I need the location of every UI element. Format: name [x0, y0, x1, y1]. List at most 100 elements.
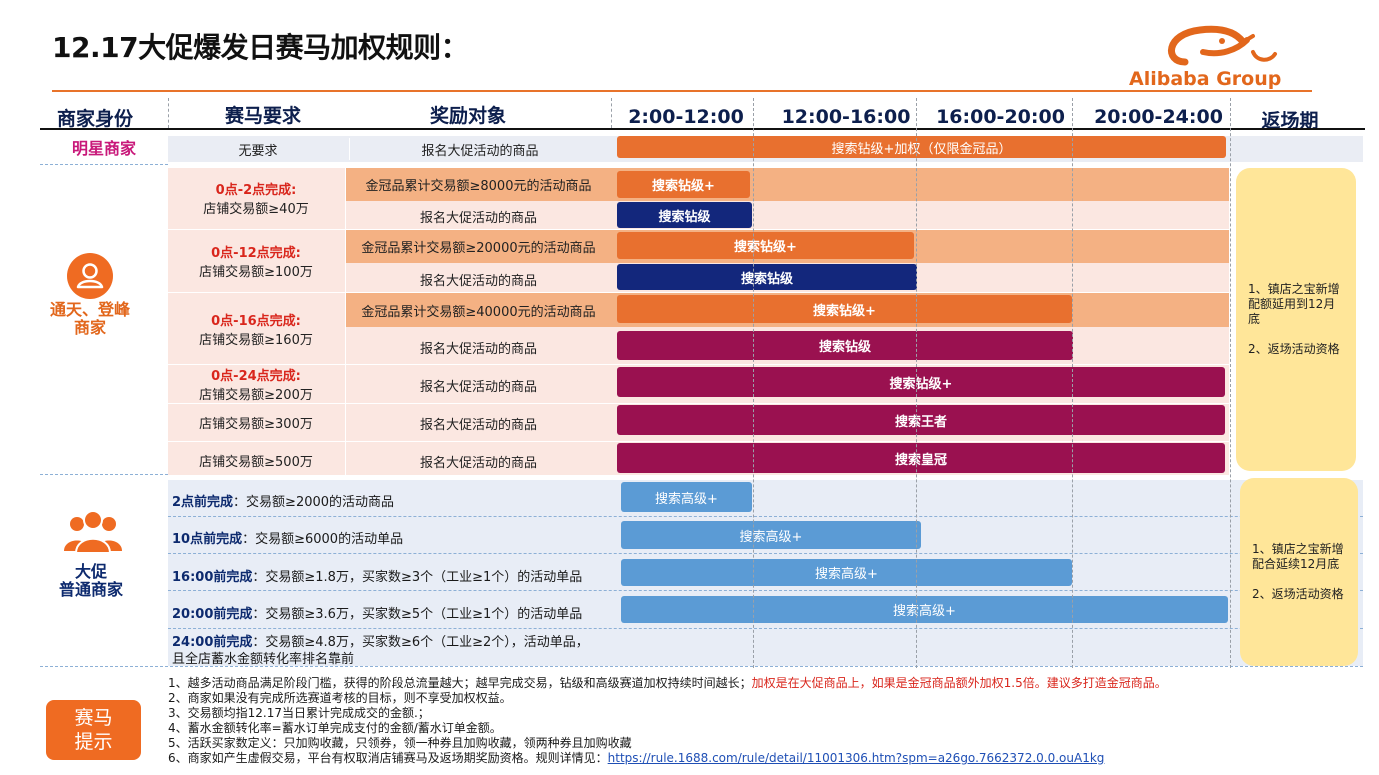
- vip-label-line2: 商家: [73, 318, 106, 337]
- vip-req-group-5: 店铺交易额≥300万: [199, 417, 313, 432]
- rule-link[interactable]: https://rule.1688.com/rule/detail/110013…: [607, 751, 1105, 765]
- row-divider: [168, 403, 1229, 404]
- time-divider: [753, 98, 754, 668]
- regular-label-line1: 大促: [74, 562, 107, 581]
- vip-bar: 搜索钻级+: [617, 367, 1225, 397]
- note-4: 4、蓄水金额转化率=蓄水订单完成支付的金额/蓄水订单金额。: [168, 721, 502, 735]
- row-divider: [168, 229, 1229, 230]
- regular-bar: 搜索高级+: [621, 596, 1228, 623]
- regular-row-2: 10点前完成：交易额≥6000的活动单品: [172, 528, 403, 547]
- page-title: 12.17大促爆发日赛马加权规则：: [52, 31, 469, 64]
- regular-bar: 搜索高级+: [621, 482, 752, 512]
- row-divider: [168, 516, 1363, 517]
- star-requirement: 无要求: [238, 143, 278, 159]
- time-divider: [1230, 98, 1231, 668]
- return-note-line: 1、镇店之宝新增配额延用到12月底: [1248, 282, 1340, 326]
- alibaba-smile-icon: [1168, 25, 1277, 66]
- header-return: 返场期: [1261, 110, 1319, 132]
- regular-req: ：交易额≥2000的活动商品: [233, 495, 395, 510]
- regular-req: ：交易额≥1.8万，买家数≥3个（工业≥1个）的活动单品: [252, 570, 583, 585]
- vip-cond: 0点-24点完成:: [211, 369, 301, 384]
- regular-label-line2: 普通商家: [58, 580, 123, 599]
- time-divider: [916, 98, 917, 668]
- note-6: 6、商家如产生虚假交易，平台有权取消店铺赛马及返场期奖励资格。规则详情见：htt…: [168, 751, 1167, 766]
- section-divider: [40, 164, 168, 165]
- regular-req: ：交易额≥3.6万，买家数≥5个（工业≥1个）的活动单品: [252, 607, 583, 622]
- regular-req: ：交易额≥6000的活动单品: [242, 532, 404, 547]
- header-time-12-16: 12:00-16:00: [781, 106, 911, 128]
- vip-target: 金冠品累计交易额≥40000元的活动商品: [361, 304, 596, 320]
- regular-cond: 20:00前完成: [172, 607, 253, 622]
- vip-req: 店铺交易额≥200万: [199, 388, 313, 403]
- col-divider: [168, 98, 169, 128]
- row-divider: [168, 292, 1229, 293]
- regular-cond: 16:00前完成: [172, 570, 253, 585]
- star-merchant-label: 明星商家: [71, 139, 136, 158]
- cell-divider: [349, 138, 350, 160]
- title-divider: [52, 90, 1312, 92]
- regular-return-note: 1、镇店之宝新增配合延续12月底 2、返场活动资格: [1240, 478, 1358, 666]
- peach-cell: [346, 293, 611, 327]
- vip-bar: 搜索钻级: [617, 264, 917, 290]
- regular-req: ：交易额≥4.8万，买家数≥6个（工业≥2个），活动单品，: [252, 635, 589, 650]
- row-divider: [40, 666, 1363, 667]
- return-note-line: 2、返场活动资格: [1252, 587, 1344, 601]
- regular-cond: 24:00前完成: [172, 635, 253, 650]
- vip-bar: 搜索钻级+: [617, 295, 1072, 323]
- time-divider: [1072, 98, 1073, 668]
- header-time-2-12: 2:00-12:00: [628, 106, 744, 128]
- vip-req-group-3: 0点-16点完成: 店铺交易额≥160万: [168, 309, 344, 349]
- row-divider: [168, 441, 1229, 442]
- regular-bar: 搜索高级+: [621, 559, 1072, 586]
- header-target: 奖励对象: [429, 105, 506, 127]
- vip-return-note: 1、镇店之宝新增配额延用到12月底 2、返场活动资格: [1236, 168, 1356, 471]
- vip-target: 报名大促活动的商品: [419, 455, 537, 471]
- vip-req-group-6: 店铺交易额≥500万: [199, 455, 313, 470]
- regular-row-1: 2点前完成：交易额≥2000的活动商品: [172, 491, 394, 510]
- regular-cond: 2点前完成: [172, 495, 234, 510]
- note-2: 2、商家如果没有完成所选赛道考核的目标，则不享受加权权益。: [168, 691, 512, 705]
- star-target: 报名大促活动的商品: [421, 143, 539, 159]
- vip-label-line1: 通天、登峰: [49, 300, 130, 319]
- col-divider: [345, 168, 346, 475]
- header-requirement: 赛马要求: [224, 105, 301, 127]
- footnotes: 1、越多活动商品满足阶段门槛，获得的阶段总流量越大；越早完成交易，钻级和高级赛道…: [168, 676, 1167, 766]
- col-divider: [611, 98, 612, 128]
- regular-cond: 10点前完成: [172, 532, 243, 547]
- vip-target: 金冠品累计交易额≥8000元的活动商品: [365, 179, 592, 194]
- vip-target: 报名大促活动的商品: [419, 379, 537, 395]
- note-spacer: [1248, 327, 1344, 342]
- vip-bar: 搜索钻级: [617, 331, 1073, 360]
- vip-req-group-1: 0点-2点完成: 店铺交易额≥40万: [168, 178, 344, 218]
- peach-cell: [346, 168, 611, 201]
- row-divider: [168, 364, 1229, 365]
- return-note-line: 1、镇店之宝新增配合延续12月底: [1252, 542, 1344, 571]
- vip-req-group-4: 0点-24点完成: 店铺交易额≥200万: [168, 365, 344, 403]
- peach-cell: [346, 230, 611, 263]
- note-1: 1、越多活动商品满足阶段门槛，获得的阶段总流量越大；越早完成交易，钻级和高级赛道…: [168, 676, 1167, 691]
- star-bar: 搜索钻级+加权（仅限金冠品）: [617, 136, 1226, 158]
- note-1-text: 1、越多活动商品满足阶段门槛，获得的阶段总流量越大；越早完成交易，钻级和高级赛道…: [168, 676, 752, 690]
- regular-row-4: 20:00前完成：交易额≥3.6万，买家数≥5个（工业≥1个）的活动单品: [172, 603, 582, 622]
- row-divider: [168, 590, 1363, 591]
- header-time-16-20: 16:00-20:00: [936, 106, 1065, 128]
- vip-req-group-2: 0点-12点完成: 店铺交易额≥100万: [168, 241, 344, 281]
- vip-req: 店铺交易额≥100万: [199, 265, 313, 280]
- header-identity: 商家身份: [56, 108, 133, 130]
- vip-target: 报名大促活动的商品: [419, 273, 537, 289]
- vip-target: 报名大促活动的商品: [419, 341, 537, 357]
- vip-cond: 0点-16点完成:: [211, 314, 301, 329]
- vip-target: 金冠品累计交易额≥20000元的活动商品: [361, 241, 596, 256]
- vip-bar: 搜索王者: [617, 405, 1225, 435]
- vip-req: 店铺交易额≥160万: [199, 333, 313, 348]
- race-tip-badge: 赛马 提示: [46, 700, 141, 760]
- vip-req: 店铺交易额≥40万: [203, 202, 309, 217]
- row-divider: [168, 628, 1363, 629]
- note-3: 3、交易额均指12.17当日累计完成成交的金额.；: [168, 706, 430, 720]
- tip-line1: 赛马: [74, 707, 113, 729]
- note-1-highlight: 加权是在大促商品上，如果是金冠商品额外加权1.5倍。建议多打造金冠商品。: [751, 676, 1167, 690]
- vip-group-label: 通天、登峰 商家: [40, 301, 140, 337]
- vip-bar: 搜索钻级+: [617, 232, 914, 259]
- logo-text: Alibaba Group: [1129, 68, 1282, 90]
- return-note-line: 2、返场活动资格: [1248, 342, 1340, 356]
